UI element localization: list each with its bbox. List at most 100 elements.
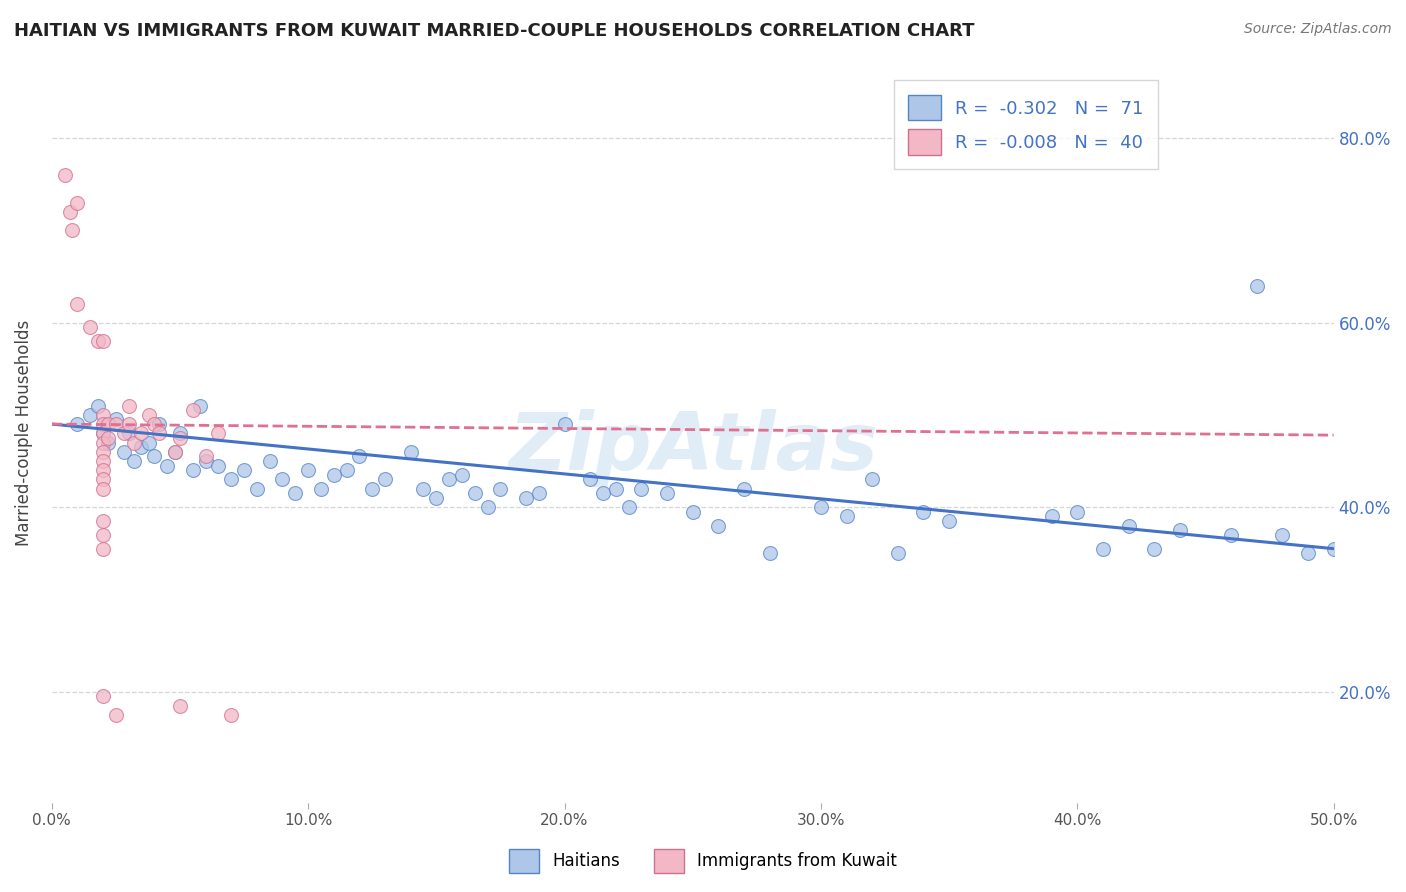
Point [707, 518, 730, 533]
Point [112, 426, 135, 441]
Point [91, 417, 114, 431]
Point [66, 297, 89, 311]
Point [579, 472, 602, 486]
Point [860, 472, 883, 486]
Point [233, 463, 256, 477]
Point [1271, 528, 1294, 542]
Point [1323, 541, 1346, 556]
Point [131, 440, 153, 454]
Point [451, 467, 474, 482]
Point [477, 500, 499, 515]
Point [91, 334, 114, 348]
Point [156, 458, 179, 473]
Point [91, 426, 114, 441]
Legend: Haitians, Immigrants from Kuwait: Haitians, Immigrants from Kuwait [502, 842, 904, 880]
Point [169, 698, 191, 713]
Point [148, 417, 170, 431]
Point [104, 707, 127, 722]
Point [349, 450, 371, 464]
Point [87, 399, 110, 413]
Point [118, 426, 141, 441]
Point [122, 435, 145, 450]
Point [97, 435, 120, 450]
Point [163, 444, 186, 458]
Point [104, 412, 127, 426]
Point [605, 482, 627, 496]
Point [489, 482, 512, 496]
Point [169, 431, 191, 445]
Point [91, 463, 114, 477]
Point [1091, 541, 1114, 556]
Point [246, 482, 269, 496]
Point [91, 426, 114, 441]
Point [97, 417, 120, 431]
Point [138, 435, 160, 450]
Text: ZipAtlas: ZipAtlas [508, 409, 877, 487]
Point [733, 482, 755, 496]
Point [207, 426, 229, 441]
Point [219, 707, 242, 722]
Point [630, 482, 652, 496]
Point [553, 417, 575, 431]
Point [527, 486, 550, 500]
Point [938, 514, 960, 528]
Point [79, 320, 101, 334]
Point [1118, 518, 1140, 533]
Point [138, 408, 160, 422]
Point [181, 403, 204, 417]
Point [219, 472, 242, 486]
Point [1220, 528, 1243, 542]
Point [437, 472, 460, 486]
Point [91, 690, 114, 704]
Point [91, 482, 114, 496]
Point [655, 486, 678, 500]
Point [194, 454, 217, 468]
Point [122, 454, 145, 468]
Point [148, 426, 170, 441]
Point [60, 223, 83, 237]
Point [464, 486, 486, 500]
Point [91, 514, 114, 528]
Point [1296, 546, 1319, 560]
Point [592, 486, 614, 500]
Point [425, 491, 447, 505]
Point [143, 450, 166, 464]
Y-axis label: Married-couple Households: Married-couple Households [15, 320, 32, 547]
Point [361, 482, 384, 496]
Point [91, 454, 114, 468]
Point [143, 417, 166, 431]
Point [374, 472, 396, 486]
Point [1143, 541, 1166, 556]
Point [163, 444, 186, 458]
Point [66, 417, 89, 431]
Point [758, 546, 780, 560]
Point [515, 491, 537, 505]
Point [617, 500, 640, 515]
Point [1246, 278, 1268, 293]
Point [91, 472, 114, 486]
Point [322, 467, 344, 482]
Text: Source: ZipAtlas.com: Source: ZipAtlas.com [1244, 22, 1392, 37]
Point [91, 444, 114, 458]
Point [118, 399, 141, 413]
Point [104, 417, 127, 431]
Point [79, 408, 101, 422]
Point [399, 444, 422, 458]
Point [912, 505, 935, 519]
Point [169, 426, 191, 441]
Point [835, 509, 858, 524]
Point [131, 426, 153, 441]
Point [59, 204, 82, 219]
Point [887, 546, 910, 560]
Point [259, 454, 281, 468]
Point [91, 528, 114, 542]
Point [207, 458, 229, 473]
Point [1066, 505, 1088, 519]
Point [194, 450, 217, 464]
Point [1040, 509, 1063, 524]
Point [682, 505, 704, 519]
Point [118, 417, 141, 431]
Point [53, 168, 76, 182]
Point [810, 500, 832, 515]
Text: HAITIAN VS IMMIGRANTS FROM KUWAIT MARRIED-COUPLE HOUSEHOLDS CORRELATION CHART: HAITIAN VS IMMIGRANTS FROM KUWAIT MARRIE… [14, 22, 974, 40]
